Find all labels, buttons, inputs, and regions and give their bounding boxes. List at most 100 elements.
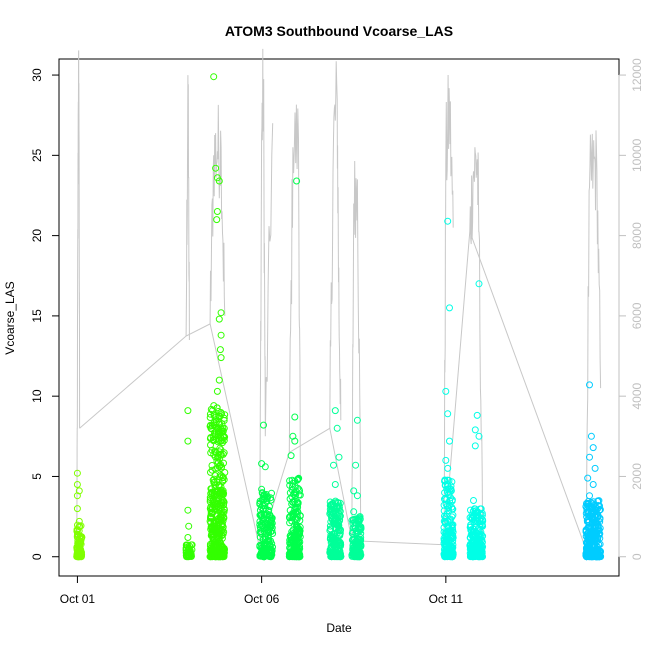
data-point	[335, 531, 343, 539]
data-point	[219, 439, 226, 447]
data-point	[220, 476, 228, 484]
data-point	[207, 510, 215, 518]
data-point	[78, 533, 85, 541]
data-point	[474, 546, 482, 553]
data-point	[586, 453, 593, 461]
y2-spike-line-8	[469, 147, 484, 553]
data-point	[470, 497, 477, 504]
data-point	[444, 533, 452, 541]
data-point	[207, 514, 215, 521]
data-point	[257, 550, 265, 558]
data-point	[331, 530, 339, 538]
data-point	[474, 512, 482, 520]
data-point	[218, 420, 226, 428]
data-point	[330, 548, 338, 555]
data-point	[448, 521, 456, 529]
data-point	[260, 493, 268, 500]
data-point	[442, 387, 450, 395]
data-point	[331, 407, 339, 415]
data-point	[295, 551, 303, 559]
data-point	[447, 543, 455, 551]
data-point	[591, 519, 599, 527]
y2-tick-label: 2000	[630, 463, 644, 490]
data-point	[474, 542, 482, 550]
data-point	[448, 513, 456, 521]
data-point	[473, 411, 481, 419]
data-point	[442, 456, 450, 464]
data-point	[214, 430, 222, 437]
data-point	[73, 469, 81, 477]
data-point	[444, 464, 452, 472]
data-point	[582, 526, 590, 534]
data-point	[267, 528, 274, 536]
data-point	[213, 216, 221, 224]
data-point	[441, 477, 448, 485]
data-point	[353, 492, 361, 500]
data-point	[333, 553, 341, 561]
y-axis: 0 5 10 15 20 25 30	[30, 68, 60, 560]
data-point	[73, 492, 81, 500]
connector-line	[79, 231, 587, 551]
data-point	[73, 505, 81, 513]
data-point	[216, 346, 224, 354]
data-point	[184, 506, 192, 514]
data-point	[182, 544, 190, 552]
data-point	[182, 551, 190, 559]
data-point	[331, 481, 339, 488]
connector-lines	[79, 231, 587, 551]
data-point	[207, 449, 215, 457]
data-point	[295, 491, 303, 499]
data-point	[442, 541, 450, 549]
data-point	[442, 518, 450, 526]
data-point	[210, 479, 218, 486]
x-axis-label: Date	[326, 621, 352, 635]
data-point	[285, 550, 293, 558]
data-point	[354, 553, 362, 561]
data-point	[446, 304, 453, 312]
data-point	[448, 505, 456, 513]
data-point	[477, 533, 485, 541]
data-point	[77, 535, 85, 543]
data-point	[334, 522, 342, 530]
data-point	[475, 280, 483, 288]
data-point	[286, 477, 294, 485]
data-point	[257, 512, 265, 520]
data-point	[208, 422, 216, 430]
data-point	[213, 387, 221, 395]
data-point	[289, 510, 296, 517]
data-point	[217, 483, 225, 491]
data-point	[586, 511, 594, 519]
y2-spike-line-3	[259, 48, 274, 549]
data-point	[348, 529, 356, 537]
data-point	[209, 433, 217, 441]
data-point	[468, 514, 476, 522]
y2-spike-line-6	[351, 160, 362, 549]
data-point	[220, 489, 228, 497]
data-point	[207, 513, 215, 521]
data-point	[583, 553, 590, 561]
data-point	[221, 411, 229, 419]
y2-series-lines	[76, 48, 602, 553]
y2-tick-label: 12000	[630, 58, 644, 92]
x-tick-label: Oct 11	[429, 592, 464, 606]
data-point	[210, 412, 218, 420]
data-point	[586, 492, 593, 500]
data-point	[291, 437, 299, 445]
y2-spike-line-9	[585, 130, 602, 549]
data-point	[258, 485, 266, 493]
data-point	[214, 438, 222, 446]
data-point	[218, 532, 226, 540]
data-point	[591, 511, 599, 519]
y-axis-label: Vcoarse_LAS	[3, 281, 17, 354]
data-point	[258, 519, 266, 527]
data-point	[584, 474, 592, 482]
data-point	[295, 530, 303, 538]
data-point	[288, 493, 296, 501]
data-point	[208, 485, 216, 493]
data-point	[584, 518, 592, 526]
data-point	[442, 551, 450, 559]
data-point	[444, 217, 452, 225]
data-point	[219, 450, 227, 458]
